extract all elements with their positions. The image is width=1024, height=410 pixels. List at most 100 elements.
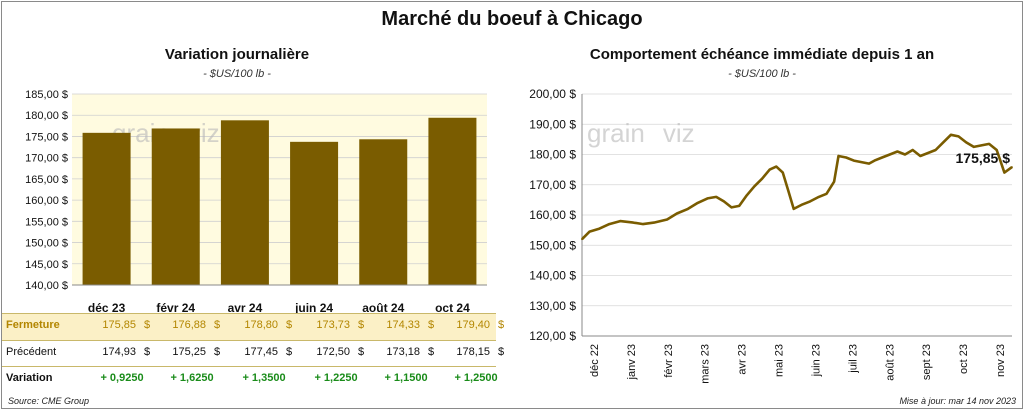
line-point: [950, 133, 952, 136]
table-cell: + 1,3500: [242, 372, 286, 384]
table-cell-unit: $: [498, 346, 505, 358]
line-point: [825, 192, 828, 195]
line-point: [919, 155, 922, 157]
table-row-label: Variation: [6, 372, 53, 384]
update-note: Mise à jour: mar 14 nov 2023: [899, 396, 1016, 406]
line-point: [995, 149, 998, 151]
line-x-tick-label: juin 23: [810, 344, 822, 377]
line-y-tick-label: 150,00 $: [529, 238, 576, 252]
line-point: [588, 230, 591, 233]
line-point: [687, 208, 689, 210]
table-cell: 173,73: [316, 319, 350, 331]
line-point: [833, 180, 835, 183]
bar-category-label: févr 24: [156, 301, 195, 315]
bar: [290, 141, 339, 285]
line-point: [676, 212, 678, 215]
line-point: [666, 218, 668, 221]
line-x-tick-label: nov 23: [995, 344, 1007, 377]
line-point: [860, 161, 863, 164]
table-cell-unit: $: [144, 346, 151, 358]
bar: [151, 128, 200, 285]
line-point: [608, 223, 611, 226]
line-point: [988, 143, 990, 145]
table-cell: 175,25: [172, 346, 206, 358]
line-point: [801, 203, 804, 206]
line-point: [927, 152, 929, 154]
left-panel-subtitle: - $US/100 lb -: [203, 68, 271, 80]
table-cell-unit: $: [498, 319, 505, 331]
table-cell-unit: $: [428, 319, 435, 331]
line-point: [761, 177, 763, 180]
line-chart: 120,00 $ 130,00 $ 140,00 $ 150,00 $ 160,00 $…: [529, 87, 1013, 384]
line-y-tick-label: 200,00 $: [529, 87, 576, 101]
table-cell: 177,45: [244, 346, 278, 358]
line-point: [972, 146, 975, 148]
line-point: [730, 206, 733, 209]
line-x-tick-label: juil 23: [847, 344, 859, 374]
table-cell: 174,33: [386, 319, 420, 331]
table-cell: 172,50: [316, 346, 350, 358]
line-point: [904, 153, 906, 156]
bar-y-tick-label: 155,00 $: [25, 216, 68, 228]
line-x-tick-label: janv 23: [626, 344, 638, 380]
line-point: [934, 149, 937, 151]
line-watermark-right: viz: [663, 118, 695, 148]
price-line: [581, 133, 1013, 241]
line-y-tick-label: 160,00 $: [529, 208, 576, 222]
line-watermark-left: grain: [587, 118, 645, 148]
bar-y-tick-label: 165,00 $: [25, 174, 68, 186]
fermeture-row-highlight: [2, 313, 496, 341]
line-point: [868, 162, 870, 165]
line-point: [696, 202, 699, 204]
table-cell: + 0,9250: [100, 372, 144, 384]
bar-y-tick-label: 170,00 $: [25, 153, 68, 165]
bar-y-tick-label: 185,00 $: [25, 89, 68, 101]
bar-category-label: déc 23: [88, 301, 126, 315]
line-point: [768, 168, 771, 171]
line-point: [715, 196, 718, 198]
left-panel-title: Variation journalière: [164, 46, 310, 63]
bar-category-label: août 24: [362, 301, 404, 315]
line-point: [1011, 166, 1013, 169]
line-point: [911, 149, 914, 151]
table-row-label: Précédent: [6, 346, 57, 358]
table-cell: 178,80: [244, 319, 278, 331]
bar: [220, 120, 269, 285]
bar: [428, 117, 477, 285]
line-x-tick-label: mai 23: [774, 344, 786, 377]
table-cell-unit: $: [214, 319, 221, 331]
line-point: [980, 144, 983, 147]
table-cell: 173,18: [386, 346, 420, 358]
line-point: [881, 156, 883, 159]
right-panel-title: Comportement échéance immédiate depuis 1…: [589, 46, 935, 63]
line-point: [632, 221, 635, 224]
line-point: [965, 141, 968, 144]
last-value-label: 175,85 $: [956, 150, 1011, 166]
line-y-tick-label: 180,00 $: [529, 148, 576, 162]
line-y-tick-label: 140,00 $: [529, 269, 576, 283]
table-separator: [2, 366, 496, 367]
bar-y-tick-label: 150,00 $: [25, 238, 68, 250]
line-point: [653, 221, 655, 224]
line-x-tick-label: févr 23: [663, 344, 675, 378]
line-point: [787, 189, 790, 192]
bar-category-label: juin 24: [294, 301, 333, 315]
bar: [359, 139, 408, 285]
line-x-tick-label: oct 23: [958, 344, 970, 374]
table-cell: 174,93: [102, 346, 136, 358]
line-y-tick-label: 170,00 $: [529, 178, 576, 192]
line-point: [888, 153, 891, 156]
table-cell: + 1,2500: [454, 372, 498, 384]
bar-y-tick-label: 175,00 $: [25, 131, 68, 143]
line-point: [781, 171, 784, 174]
line-point: [837, 155, 840, 157]
bar-category-label: oct 24: [435, 301, 470, 315]
line-point: [809, 200, 811, 203]
line-point: [896, 150, 899, 153]
line-point: [753, 185, 756, 188]
right-panel-subtitle: - $US/100 lb -: [728, 68, 796, 80]
line-point: [619, 220, 622, 223]
line-y-tick-label: 120,00 $: [529, 329, 576, 343]
line-point: [845, 156, 847, 159]
line-point: [1003, 171, 1006, 174]
